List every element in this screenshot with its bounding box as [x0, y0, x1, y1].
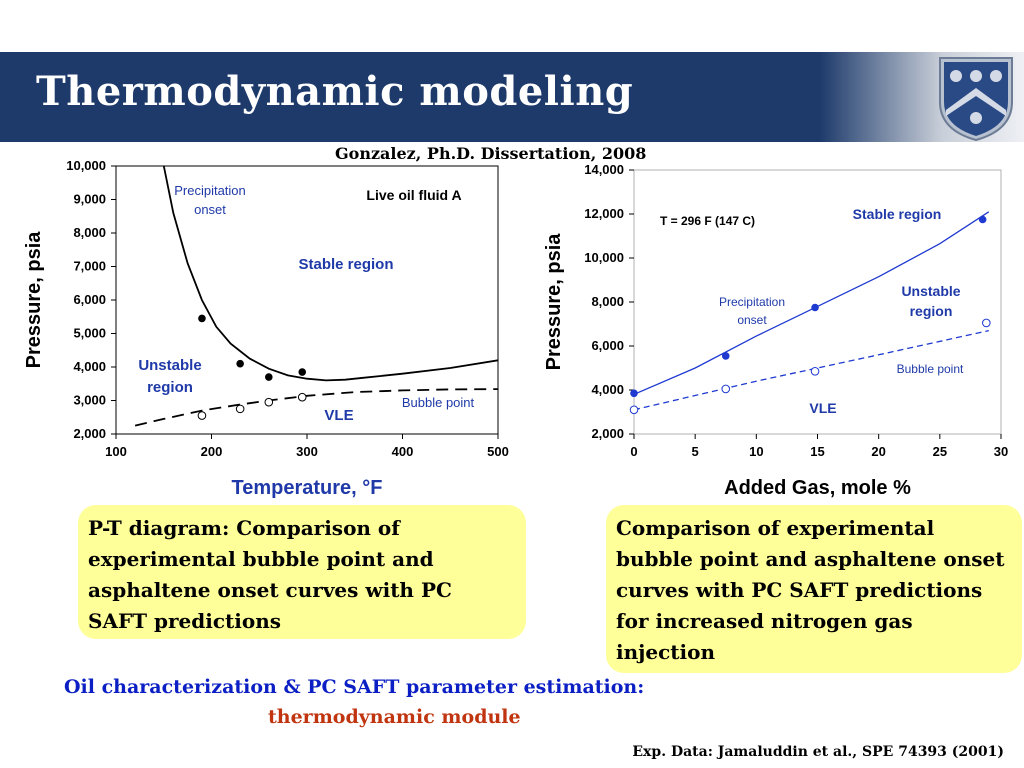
bubble-data-point	[264, 397, 274, 407]
bubble-data-point	[810, 367, 820, 376]
university-shield-icon	[939, 57, 1013, 142]
page-title: Thermodynamic modeling	[36, 68, 634, 115]
x-tick-label: 400	[392, 444, 414, 459]
onset-data-point	[630, 389, 638, 398]
y-axis-label: Pressure, psia	[23, 231, 45, 369]
citation: Gonzalez, Ph.D. Dissertation, 2008	[335, 144, 647, 163]
precipitation-onset-label: Precipitation	[719, 295, 785, 309]
y-tick-label: 10,000	[66, 158, 106, 173]
bubble-data-point	[982, 318, 991, 328]
bubble-point-label: Bubble point	[402, 395, 475, 410]
y-tick-label: 2,000	[73, 426, 106, 441]
x-tick-label: 500	[487, 444, 509, 459]
onset-data-point	[265, 373, 273, 381]
onset-data-point	[721, 352, 730, 360]
pt-diagram-chart: 100 200 300 400 500 2,000 3,000 4,000 5,000 6,000…	[23, 158, 509, 499]
y-tick-label: 12,000	[584, 206, 624, 221]
x-tick-label: 5	[692, 444, 699, 459]
unstable-region-label: Unstable	[901, 283, 960, 299]
y-tick-label: 10,000	[584, 250, 624, 265]
y-tick-label: 14,000	[584, 162, 624, 177]
temperature-label: T = 296 F (147 C)	[660, 214, 755, 228]
footer-reference: Exp. Data: Jamaluddin et al., SPE 74393 …	[632, 744, 1004, 760]
y-tick-label: 4,000	[591, 382, 624, 397]
bubble-data-point	[721, 384, 731, 394]
x-tick-label: 0	[630, 444, 637, 459]
vle-label: VLE	[324, 407, 353, 424]
y-tick-label: 8,000	[73, 225, 106, 240]
y-tick-label: 9,000	[73, 192, 106, 207]
stable-region-label: Stable region	[298, 256, 393, 273]
onset-data-point	[298, 368, 307, 376]
y-tick-label: 8,000	[591, 294, 624, 309]
bubble-data-point	[629, 405, 639, 415]
y-tick-label: 2,000	[591, 426, 624, 441]
unstable-region-label: Unstable	[138, 357, 201, 374]
x-tick-label: 15	[810, 444, 824, 459]
x-tick-label: 20	[871, 444, 885, 459]
x-axis-label: Temperature, °F	[232, 477, 383, 499]
onset-curve	[162, 166, 498, 382]
onset-data-point	[236, 359, 244, 368]
callout-nitrogen-injection: Comparison of experimental bubble point …	[606, 505, 1022, 673]
y-tick-label: 6,000	[591, 338, 624, 353]
x-tick-label: 300	[296, 444, 318, 459]
x-axis-label: Added Gas, mole %	[724, 477, 911, 499]
precipitation-onset-label: onset	[194, 202, 226, 217]
x-tick-label: 10	[749, 444, 763, 459]
onset-data-point	[198, 314, 206, 323]
precipitation-onset-label: Precipitation	[174, 183, 246, 198]
y-tick-label: 7,000	[73, 259, 106, 274]
y-tick-label: 6,000	[73, 292, 106, 307]
y-axis-label: Pressure, psia	[543, 233, 565, 371]
unstable-region-label: region	[910, 303, 953, 319]
added-gas-chart: 0 5 10 15 20 25 30 2,000 4,000 6,000 8,000 10,000 12…	[543, 162, 1008, 499]
bubble-point-label: Bubble point	[897, 362, 964, 376]
plot-frame	[633, 169, 1002, 435]
x-tick-label: 100	[105, 444, 127, 459]
callout-pt-diagram: P-T diagram: Comparison of experimental …	[78, 505, 526, 639]
stable-region-label: Stable region	[853, 206, 942, 222]
y-tick-label: 4,000	[73, 359, 106, 374]
y-tick-label: 3,000	[73, 393, 106, 408]
x-tick-label: 30	[994, 444, 1008, 459]
y-tick-label: 5,000	[73, 326, 106, 341]
bubble-data-point	[197, 411, 207, 420]
precipitation-onset-label: onset	[737, 313, 767, 327]
footer-main-text: Oil characterization & PC SAFT parameter…	[64, 676, 645, 698]
x-tick-label: 200	[201, 444, 223, 459]
onset-data-point	[811, 303, 819, 312]
bubble-point-curve	[134, 388, 498, 427]
footer-sub-text: thermodynamic module	[268, 706, 521, 728]
onset-data-point	[978, 215, 987, 224]
x-tick-label: 25	[933, 444, 947, 459]
title-bar	[0, 52, 1024, 142]
bubble-data-point	[297, 392, 307, 402]
bubble-point-curve	[634, 329, 989, 411]
vle-label: VLE	[809, 400, 836, 416]
bubble-data-point	[235, 404, 245, 414]
unstable-region-label: region	[147, 379, 193, 396]
fluid-label: Live oil fluid A	[366, 187, 461, 203]
